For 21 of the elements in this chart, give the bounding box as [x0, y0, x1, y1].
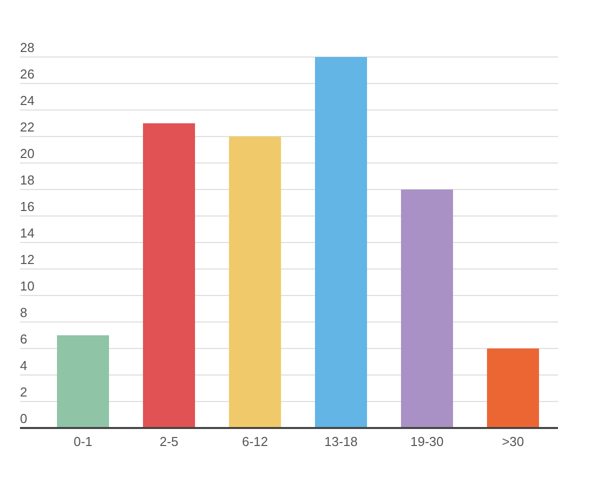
y-tick-label: 2	[20, 384, 28, 400]
y-tick-label: 4	[20, 358, 28, 373]
y-tick-label: 28	[20, 40, 34, 55]
x-tick-label: 0-1	[74, 434, 92, 449]
y-tick-label: 8	[20, 305, 28, 320]
y-tick-label: 26	[20, 66, 34, 82]
y-tick-label: 6	[20, 332, 28, 346]
y-tick-label: 0	[20, 411, 28, 426]
y-tick-label: 24	[20, 93, 34, 108]
x-tick-label: 6-12	[242, 434, 268, 449]
y-tick-label: 18	[20, 172, 34, 188]
y-tick-label: 16	[20, 199, 34, 214]
y-tick-label: 20	[20, 146, 34, 161]
x-tick-label: 2-5	[160, 434, 178, 449]
x-tick-label: 13-18	[324, 434, 358, 449]
x-tick-label: 19-30	[410, 434, 444, 449]
y-tick-label: 12	[20, 252, 34, 267]
x-tick-label: >30	[502, 434, 524, 449]
y-tick-label: 22	[20, 120, 34, 134]
y-tick-label: 14	[20, 226, 34, 240]
y-tick-label: 10	[20, 278, 34, 294]
